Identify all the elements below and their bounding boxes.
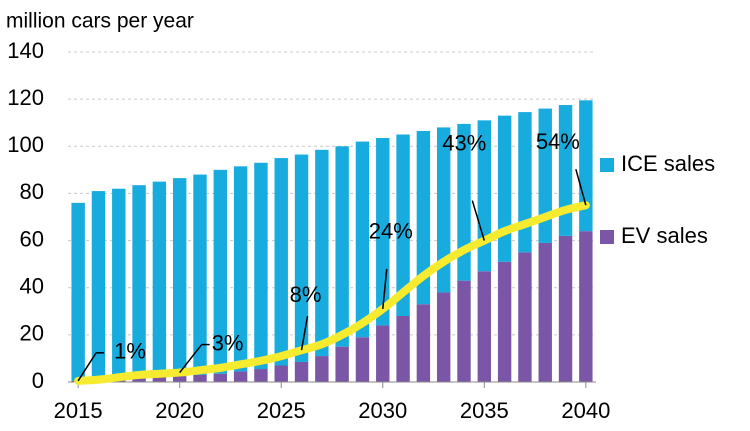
bar-segment	[172, 376, 187, 382]
annotation: 54%	[536, 129, 580, 154]
bar-segment	[538, 242, 552, 382]
bar-segment	[376, 325, 390, 382]
bar-segment	[335, 346, 349, 382]
bar-segment	[396, 316, 410, 382]
bar-segment	[355, 141, 370, 338]
bar-segment	[274, 158, 288, 366]
bar-segment	[152, 377, 167, 382]
x-tick-label: 2025	[257, 398, 306, 423]
bar-segment	[112, 188, 126, 380]
annotation: 3%	[212, 330, 244, 355]
bar-segment	[91, 191, 106, 381]
annotation: 24%	[369, 219, 413, 244]
annotation-leader	[575, 169, 587, 206]
bar-segment	[538, 108, 552, 243]
bar-segment	[477, 120, 492, 272]
bar-segment	[193, 174, 207, 375]
bar-segment	[518, 112, 532, 253]
y-tick-label: 140	[7, 38, 44, 63]
annotation-leader	[300, 316, 309, 351]
bar-segment	[416, 130, 431, 305]
bar-segment	[355, 337, 370, 382]
bar-segment	[132, 378, 146, 382]
bar-segment	[436, 292, 451, 382]
bar-segment	[152, 181, 167, 378]
bar-segment	[416, 304, 431, 382]
bar-segment	[457, 280, 471, 382]
bar-segment	[477, 271, 492, 382]
bar-segment	[335, 146, 349, 347]
bar-segment	[315, 149, 329, 357]
legend-label: EV sales	[621, 223, 708, 248]
bar-segment	[254, 162, 268, 370]
bar-segment	[71, 202, 85, 381]
bar-segment	[233, 371, 248, 382]
bar-segment	[558, 105, 573, 236]
annotation-leader	[179, 344, 203, 374]
bar-segment	[274, 365, 288, 382]
y-tick-label: 80	[20, 179, 44, 204]
x-tick-label: 2035	[460, 398, 509, 423]
x-tick-label: 2015	[54, 398, 103, 423]
bar-segment	[315, 356, 329, 382]
x-tick-label: 2020	[155, 398, 204, 423]
bar-segment	[497, 261, 512, 382]
bar-segment	[579, 100, 593, 232]
legend-swatch	[600, 230, 614, 244]
y-tick-label: 60	[20, 226, 44, 251]
bar-segment	[213, 373, 228, 382]
annotation-leader	[382, 268, 388, 310]
y-tick-label: 40	[20, 274, 44, 299]
bar-segment	[132, 185, 146, 379]
y-tick-label: 0	[32, 368, 44, 393]
bar-segment	[457, 123, 471, 281]
bar-segment	[294, 154, 309, 362]
y-axis-title: million cars per year	[6, 10, 194, 33]
bar-segment	[558, 235, 573, 382]
y-tick-label: 120	[7, 85, 44, 110]
bar-segment	[233, 166, 248, 372]
x-tick-label: 2030	[358, 398, 407, 423]
annotation: 1%	[114, 339, 146, 364]
annotation: 43%	[442, 130, 486, 155]
share-curve	[74, 201, 590, 385]
annotation-leader	[77, 352, 97, 382]
bar-segment	[254, 369, 268, 382]
annotation: 8%	[290, 282, 322, 307]
legend-label: ICE sales	[621, 151, 715, 176]
bar-segment	[396, 134, 410, 316]
bar-segment	[579, 231, 593, 382]
bar-segment	[213, 169, 228, 374]
bar-segment	[436, 127, 451, 293]
bar-segment	[193, 374, 207, 382]
bar-segment	[497, 115, 512, 262]
y-tick-label: 20	[20, 321, 44, 346]
bar-segment	[518, 252, 532, 382]
x-tick-label: 2040	[561, 398, 610, 423]
legend-swatch	[600, 158, 614, 172]
annotation-leader	[471, 200, 486, 241]
y-tick-label: 100	[7, 132, 44, 157]
bar-segment	[294, 361, 309, 382]
bar-segment	[172, 178, 187, 377]
